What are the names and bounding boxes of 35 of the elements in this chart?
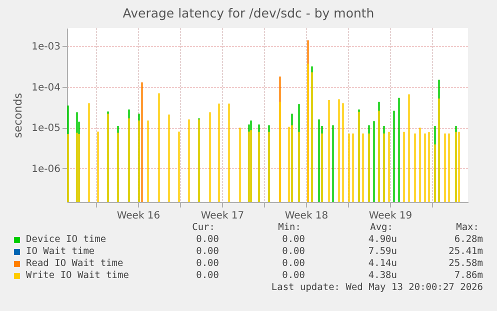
text: 4.14u	[368, 258, 397, 269]
y-tick-label: 1e-03	[32, 42, 60, 53]
x-tick-label: Week 19	[368, 210, 412, 222]
y-axis-title: seconds	[12, 92, 25, 138]
text: 0.00	[196, 258, 219, 269]
legend-label: Write IO Wait time	[26, 270, 129, 281]
text: 6.28m	[454, 234, 483, 245]
text: 25.58m	[448, 258, 483, 269]
text: 4.90u	[368, 234, 397, 245]
x-tick-label: Week 16	[116, 210, 160, 222]
text: 0.00	[282, 258, 305, 269]
text: 0.00	[196, 234, 219, 245]
legend-label: IO Wait time	[26, 246, 95, 257]
y-tick-label: 1e-05	[32, 123, 60, 134]
text: Avg:	[370, 222, 393, 233]
text: 0.00	[196, 270, 219, 281]
text: Max:	[456, 222, 479, 233]
text: 0.00	[196, 246, 219, 257]
legend-label: Device IO time	[26, 234, 106, 245]
text: Min:	[278, 222, 301, 233]
text: 4.38u	[368, 270, 397, 281]
chart-title: Average latency for /dev/sdc - by month	[122, 6, 374, 20]
text: 0.00	[282, 270, 305, 281]
x-tick-label: Week 17	[200, 210, 244, 222]
text: Cur:	[192, 222, 215, 233]
y-tick-label: 1e-06	[32, 164, 60, 175]
legend-label: Read IO Wait time	[26, 258, 124, 269]
text: 25.41m	[448, 246, 483, 257]
text: Last update: Wed May 13 20:00:27 2026	[271, 282, 483, 293]
text: 0.00	[282, 234, 305, 245]
text: 7.59u	[368, 246, 397, 257]
y-tick-label: 1e-04	[32, 82, 60, 94]
x-tick-label: Week 18	[284, 210, 328, 222]
text: 7.86m	[454, 270, 483, 281]
text: 0.00	[282, 246, 305, 257]
